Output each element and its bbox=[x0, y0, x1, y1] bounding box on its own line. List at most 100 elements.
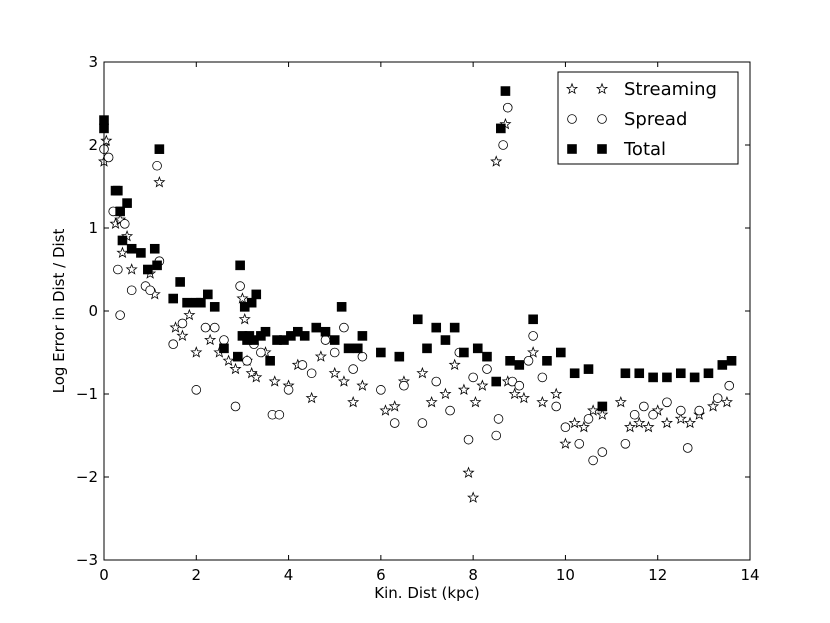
x-tick-label: 14 bbox=[740, 566, 759, 584]
spread-point bbox=[468, 372, 478, 383]
total-point bbox=[219, 343, 229, 354]
streaming-point bbox=[305, 391, 318, 404]
legend-total-marker bbox=[567, 144, 577, 154]
total-point bbox=[343, 343, 354, 354]
streaming-point bbox=[314, 350, 327, 362]
total-point bbox=[196, 297, 206, 308]
streaming-point bbox=[238, 312, 251, 325]
y-tick-label: −3 bbox=[76, 551, 98, 569]
y-tick-label: 3 bbox=[88, 53, 98, 71]
total-point bbox=[717, 360, 728, 370]
spread-point bbox=[230, 401, 241, 412]
spread-point bbox=[712, 393, 723, 403]
spread-point bbox=[320, 335, 331, 345]
spread-point bbox=[560, 422, 571, 433]
streaming-point bbox=[379, 404, 392, 416]
spread-point bbox=[119, 219, 130, 229]
total-point bbox=[726, 355, 737, 366]
streaming-point bbox=[462, 466, 475, 478]
streaming-point bbox=[527, 346, 540, 358]
streaming-point bbox=[176, 329, 189, 342]
spread-point bbox=[256, 347, 266, 358]
streaming-point bbox=[183, 308, 196, 321]
streaming-point bbox=[469, 395, 482, 408]
spread-point bbox=[283, 385, 294, 395]
spread-point bbox=[177, 318, 188, 329]
streaming-point bbox=[425, 395, 438, 408]
spread-point bbox=[694, 405, 705, 416]
streaming-point bbox=[388, 400, 401, 412]
legend-spread-marker bbox=[597, 114, 607, 124]
spread-point bbox=[357, 351, 368, 362]
spread-point bbox=[629, 409, 640, 420]
legend-label: Streaming bbox=[624, 79, 717, 100]
total-point bbox=[149, 243, 160, 254]
spread-point bbox=[491, 430, 502, 441]
spread-point bbox=[399, 380, 409, 391]
total-point bbox=[505, 355, 515, 366]
spread-point bbox=[297, 360, 308, 370]
total-point bbox=[472, 343, 483, 354]
streaming-point bbox=[439, 387, 452, 400]
streaming-point bbox=[457, 383, 470, 395]
spread-point bbox=[103, 152, 114, 163]
total-point bbox=[336, 302, 347, 312]
total-point bbox=[648, 372, 658, 383]
spread-point bbox=[597, 447, 608, 457]
total-point bbox=[542, 355, 552, 366]
total-point bbox=[113, 185, 123, 196]
x-tick-label: 4 bbox=[284, 566, 294, 584]
streaming-point bbox=[633, 416, 646, 429]
streaming-point bbox=[596, 408, 609, 420]
total-point bbox=[514, 360, 525, 370]
spread-point bbox=[115, 310, 125, 320]
spread-point bbox=[588, 455, 598, 466]
streaming-point bbox=[674, 412, 687, 425]
total-point bbox=[235, 260, 245, 271]
spread-point bbox=[306, 368, 317, 379]
total-point bbox=[136, 248, 146, 258]
spread-point bbox=[126, 285, 137, 296]
legend-label: Total bbox=[623, 139, 666, 160]
total-point bbox=[209, 302, 220, 312]
streaming-point bbox=[642, 420, 655, 433]
total-point bbox=[569, 368, 580, 379]
total-point bbox=[394, 351, 405, 362]
spread-point bbox=[168, 339, 179, 350]
spread-point bbox=[662, 397, 672, 408]
streaming-point bbox=[467, 491, 480, 503]
x-axis-title: Kin. Dist (kpc) bbox=[374, 584, 479, 602]
spread-point bbox=[537, 372, 548, 383]
spread-point bbox=[431, 376, 442, 387]
total-point bbox=[597, 401, 608, 412]
spread-point bbox=[242, 355, 252, 366]
streaming-point bbox=[577, 420, 590, 433]
streaming-point bbox=[550, 387, 563, 400]
y-tick-label: 2 bbox=[88, 136, 98, 154]
streaming-point bbox=[116, 246, 129, 259]
total-point bbox=[246, 297, 257, 308]
total-point bbox=[449, 322, 460, 333]
legend-streaming-marker bbox=[595, 82, 609, 95]
spread-point bbox=[528, 331, 538, 341]
streaming-point bbox=[614, 395, 627, 408]
streaming-point bbox=[448, 358, 461, 371]
total-point bbox=[233, 351, 243, 362]
streaming-point bbox=[559, 437, 572, 449]
streaming-point bbox=[587, 404, 600, 416]
streaming-point bbox=[568, 416, 581, 429]
spread-point bbox=[445, 405, 455, 416]
spread-point bbox=[463, 434, 474, 445]
total-point bbox=[583, 364, 594, 374]
total-point bbox=[299, 331, 310, 341]
total-point bbox=[329, 335, 340, 345]
legend-total-marker bbox=[597, 144, 607, 154]
streaming-point bbox=[508, 387, 521, 400]
total-point bbox=[620, 368, 631, 379]
spread-point bbox=[551, 401, 561, 412]
streaming-point bbox=[651, 404, 664, 416]
streaming-point bbox=[204, 333, 217, 346]
streaming-point bbox=[229, 362, 242, 375]
y-tick-label: 1 bbox=[88, 219, 98, 237]
y-tick-label: 0 bbox=[88, 302, 98, 320]
